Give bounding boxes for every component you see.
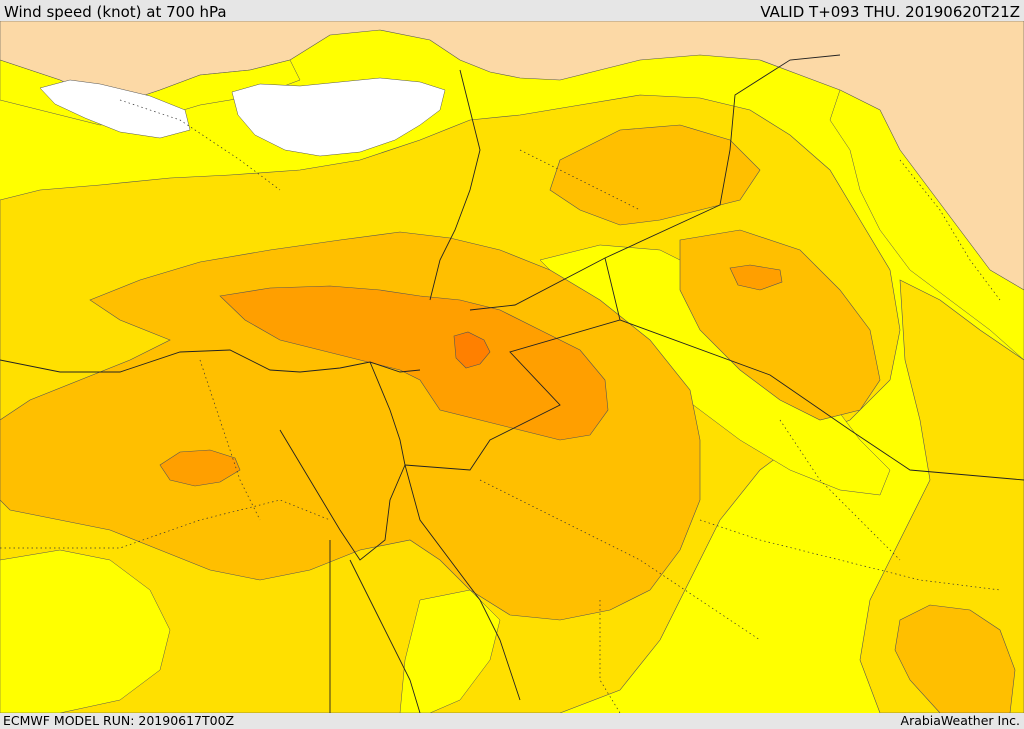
borders bbox=[0, 54, 1024, 713]
dotted-line bbox=[779, 419, 901, 561]
border-line bbox=[604, 54, 841, 259]
footer-bar: ECMWF MODEL RUN: 20190617T00Z ArabiaWeat… bbox=[0, 713, 1024, 729]
speed-band-3-east bbox=[679, 229, 881, 421]
speed-band-4-west bbox=[159, 449, 241, 487]
speed-band-5 bbox=[453, 331, 491, 369]
dotted-line bbox=[899, 159, 1001, 301]
speed-band-3-se bbox=[894, 604, 1016, 713]
credit-label: ArabiaWeather Inc. bbox=[900, 713, 1020, 728]
border-line bbox=[404, 319, 1024, 481]
header-bar: Wind speed (knot) at 700 hPa VALID T+093… bbox=[0, 0, 1024, 21]
valid-time: VALID T+093 THU. 20190620T21Z bbox=[760, 3, 1020, 21]
dotted-boundaries bbox=[0, 99, 1001, 713]
yellow-patch-south bbox=[0, 549, 171, 713]
speed-band-4-east bbox=[729, 264, 783, 291]
border-line bbox=[279, 429, 406, 561]
border-line bbox=[369, 361, 406, 466]
border-line bbox=[469, 257, 621, 321]
speed-band-2-ne bbox=[859, 279, 1024, 713]
border-line bbox=[349, 559, 421, 713]
dotted-line bbox=[199, 359, 261, 521]
map-title: Wind speed (knot) at 700 hPa bbox=[4, 3, 227, 21]
border-line bbox=[429, 69, 481, 301]
calm-area bbox=[231, 77, 446, 157]
border-line bbox=[404, 464, 521, 701]
speed-band-4 bbox=[219, 285, 609, 441]
calm-area-west bbox=[39, 79, 191, 139]
border-line bbox=[0, 349, 421, 373]
dotted-line bbox=[119, 99, 281, 191]
model-run-label: ECMWF MODEL RUN: 20190617T00Z bbox=[3, 713, 235, 728]
wind-speed-map bbox=[0, 21, 1024, 713]
dotted-line bbox=[479, 479, 761, 641]
yellow-patch-ne bbox=[829, 89, 1024, 361]
